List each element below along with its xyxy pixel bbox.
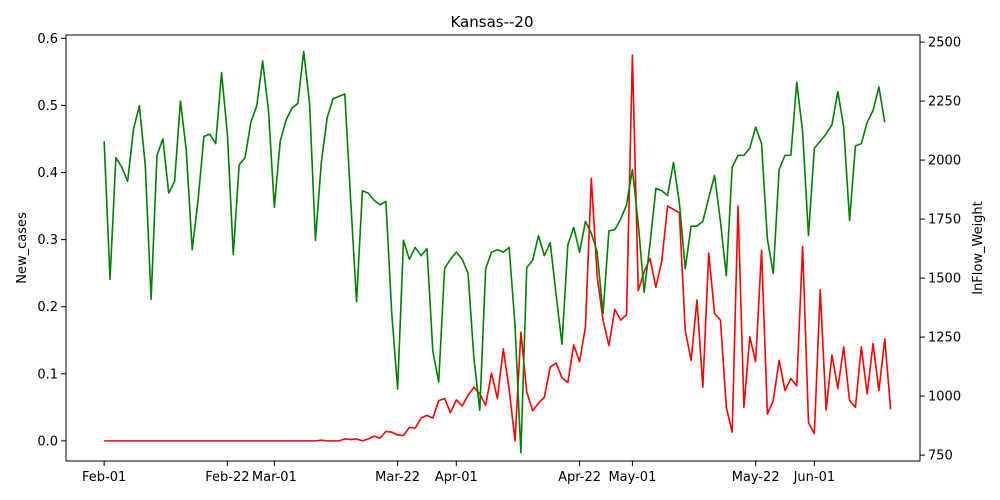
right-tick-label-0: 750 (928, 449, 953, 464)
x-tick-label-3: Mar-22 (375, 470, 420, 485)
x-tick-label-6: May-01 (608, 470, 656, 485)
right-tick-label-6: 2250 (928, 95, 961, 110)
right-tick-label-2: 1250 (928, 331, 961, 346)
left-tick-label-5: 0.5 (37, 99, 58, 114)
left-tick-label-3: 0.3 (37, 233, 58, 248)
x-tick-label-4: Apr-01 (435, 470, 478, 485)
x-tick-label-0: Feb-01 (82, 470, 126, 485)
left-tick-label-4: 0.4 (37, 166, 58, 181)
x-tick-label-8: Jun-01 (793, 470, 836, 485)
x-tick-label-7: May-22 (732, 470, 780, 485)
right-tick-label-4: 1750 (928, 213, 961, 228)
series-group (103, 50, 892, 454)
left-tick-label-6: 0.6 (37, 32, 58, 47)
x-tick-label-1: Feb-22 (205, 470, 249, 485)
series-line-right (103, 50, 886, 454)
right-y-axis-label: InFlow_Weight (971, 201, 986, 295)
chart-title: Kansas--20 (450, 13, 533, 31)
x-tick-label-5: Apr-22 (558, 470, 601, 485)
right-tick-label-5: 2000 (928, 154, 961, 169)
x-tick-label-2: Mar-01 (252, 470, 297, 485)
series-line-left (104, 54, 892, 442)
left-y-axis: 0.0 0.1 0.2 0.3 0.4 0.5 0.6 (37, 32, 66, 449)
left-y-axis-label: New_cases (15, 212, 30, 284)
left-tick-label-1: 0.1 (37, 367, 58, 382)
x-axis: Feb-01 Feb-22 Mar-01 Mar-22 Apr-01 Apr-22 May-… (82, 461, 835, 485)
right-y-axis: 750 1000 1250 1500 1750 2000 2250 2500 (920, 36, 961, 464)
left-tick-label-0: 0.0 (37, 434, 58, 449)
left-tick-label-2: 0.2 (37, 300, 58, 315)
right-tick-label-1: 1000 (928, 390, 961, 405)
right-tick-label-7: 2500 (928, 36, 961, 51)
right-tick-label-3: 1500 (928, 272, 961, 287)
plot-frame (65, 34, 921, 462)
